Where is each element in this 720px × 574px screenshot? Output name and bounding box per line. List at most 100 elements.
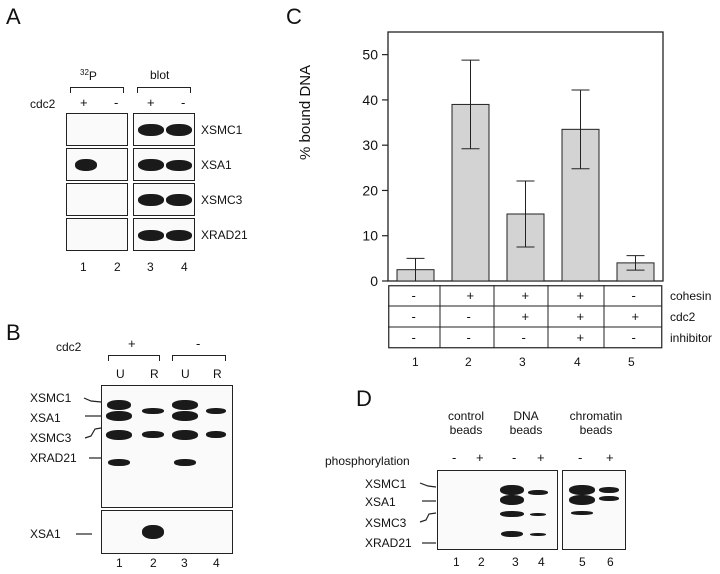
table-cell-cohesin: + bbox=[521, 288, 530, 303]
table-cell-inhibitor: + bbox=[576, 330, 585, 345]
panel-d-gel-control-dna bbox=[437, 470, 558, 550]
panel-b-protein-label: XRAD21 bbox=[30, 451, 77, 465]
panel-d-gel-chromatin bbox=[562, 470, 626, 550]
panel-d-protein-label: XSMC1 bbox=[365, 477, 407, 491]
panel-c-lane-number: 2 bbox=[465, 355, 472, 369]
panel-a-sign-4: - bbox=[181, 95, 186, 110]
panel-b-label-ticks bbox=[83, 397, 102, 459]
panel-d-band bbox=[569, 485, 595, 495]
y-tick-label: 30 bbox=[362, 137, 378, 153]
panel-d-band bbox=[500, 495, 524, 505]
panel-a-cdc2-label: cdc2 bbox=[30, 97, 56, 111]
panel-d-protein-label: XSA1 bbox=[365, 495, 396, 509]
panel-d-lane-number: 1 bbox=[453, 555, 460, 569]
panel-a-band bbox=[166, 194, 192, 206]
panel-d-sign: + bbox=[537, 450, 545, 465]
panel-c-label: C bbox=[286, 4, 302, 29]
panel-a-label: A bbox=[6, 4, 21, 29]
panel-d-sign: - bbox=[452, 450, 457, 465]
panel-b-protein-label: XSA1 bbox=[30, 411, 61, 425]
panel-b-band bbox=[106, 411, 132, 421]
table-cell-cohesin: - bbox=[411, 288, 416, 303]
panel-d-label: D bbox=[356, 386, 372, 411]
panel-b-lane-number: 3 bbox=[181, 556, 188, 570]
panel-b-minus-bracket bbox=[172, 355, 226, 361]
panel-d-group-chromatin: chromatin beads bbox=[569, 409, 623, 437]
table-row-label-cohesin: cohesin bbox=[670, 289, 712, 303]
panel-d-lane-number: 6 bbox=[607, 555, 614, 569]
panel-a-sign-3: + bbox=[147, 95, 155, 110]
panel-d-group-dna: DNA beads bbox=[509, 409, 543, 437]
panel-b-band bbox=[174, 459, 196, 466]
panel-b-col-label: R bbox=[150, 367, 159, 381]
panel-b-lane-number: 1 bbox=[116, 556, 123, 570]
panel-b-sign-plus: + bbox=[128, 336, 136, 351]
panel-a-band bbox=[138, 230, 164, 241]
panel-d-band bbox=[571, 511, 593, 515]
panel-a-32p-gel-xsa1 bbox=[66, 148, 128, 181]
table-cell-cdc2: - bbox=[466, 309, 471, 324]
panel-b-band bbox=[172, 411, 198, 421]
panel-b-lane-number: 2 bbox=[150, 556, 157, 570]
panel-a-32p-gel-xsmc3 bbox=[66, 183, 128, 216]
panel-a-row-label: XRAD21 bbox=[201, 228, 248, 242]
panel-d-band bbox=[528, 490, 548, 495]
panel-d-phosphorylation-label: phosphorylation bbox=[325, 454, 410, 468]
panel-b-band bbox=[172, 430, 198, 440]
panel-d-label-ticks bbox=[419, 482, 437, 544]
table-row-label-inhibitor: inhibitor bbox=[670, 331, 713, 345]
panel-b-band bbox=[107, 400, 131, 410]
panel-d-sign: - bbox=[512, 450, 517, 465]
panel-d-sign: + bbox=[606, 450, 614, 465]
panel-a-lane-number: 3 bbox=[147, 260, 154, 274]
table-cell-cohesin: + bbox=[576, 288, 585, 303]
table-cell-cdc2: + bbox=[631, 309, 640, 324]
panel-c-lane-number: 5 bbox=[628, 355, 635, 369]
panel-b-lower-gel bbox=[101, 510, 233, 554]
panel-d-band bbox=[530, 513, 546, 516]
panel-d-band bbox=[569, 495, 595, 505]
panel-a-lane-number: 1 bbox=[80, 260, 87, 274]
table-cell-inhibitor: - bbox=[466, 330, 471, 345]
panel-a-blot-gel-xsa1 bbox=[133, 148, 195, 181]
panel-d-lane-number: 5 bbox=[579, 555, 586, 569]
panel-d-protein-label: XRAD21 bbox=[365, 536, 412, 550]
panel-b-col-label: R bbox=[213, 367, 222, 381]
panel-b-lower-label: XSA1 bbox=[30, 527, 61, 541]
panel-d-lane-number: 4 bbox=[538, 555, 545, 569]
panel-d-sign: + bbox=[476, 450, 484, 465]
panel-a-band bbox=[166, 160, 192, 171]
y-tick-label: 50 bbox=[362, 47, 378, 63]
panel-b-upper-gel bbox=[101, 385, 233, 508]
panel-b-band-xsa1 bbox=[142, 525, 164, 539]
table-cell-cdc2: + bbox=[576, 309, 585, 324]
panel-b-band bbox=[172, 400, 198, 410]
panel-a-row-label: XSMC1 bbox=[201, 123, 243, 137]
table-cell-cohesin: + bbox=[466, 288, 475, 303]
panel-a-blot-header: blot bbox=[150, 68, 170, 82]
panel-b-band bbox=[106, 430, 132, 440]
panel-a-32p-header: 32P bbox=[80, 68, 97, 83]
table-cell-inhibitor: - bbox=[631, 330, 636, 345]
y-tick-label: 40 bbox=[362, 92, 378, 108]
panel-d-lane-number: 2 bbox=[478, 555, 485, 569]
panel-d-group-control: control beads bbox=[447, 409, 485, 437]
panel-d-lane-number: 3 bbox=[512, 555, 519, 569]
table-cell-inhibitor: - bbox=[411, 330, 416, 345]
panel-a-band bbox=[166, 124, 192, 136]
y-tick-label: 10 bbox=[362, 228, 378, 244]
y-tick-label: 0 bbox=[370, 273, 378, 289]
panel-a-row-label: XSA1 bbox=[201, 158, 232, 172]
panel-b-band bbox=[206, 431, 226, 438]
panel-d-protein-label: XSMC3 bbox=[365, 516, 407, 530]
panel-b-protein-label: XSMC1 bbox=[30, 391, 72, 405]
table-cell-cdc2: + bbox=[521, 309, 530, 324]
panel-b-lower-tick bbox=[76, 533, 92, 535]
panel-b-label: B bbox=[6, 320, 21, 345]
panel-b-band bbox=[206, 408, 226, 414]
panel-b-col-label: U bbox=[181, 367, 190, 381]
panel-b-plus-bracket bbox=[108, 355, 160, 361]
panel-c-lane-number: 3 bbox=[519, 355, 526, 369]
table-cell-cohesin: - bbox=[631, 288, 636, 303]
panel-a-band bbox=[138, 194, 164, 206]
